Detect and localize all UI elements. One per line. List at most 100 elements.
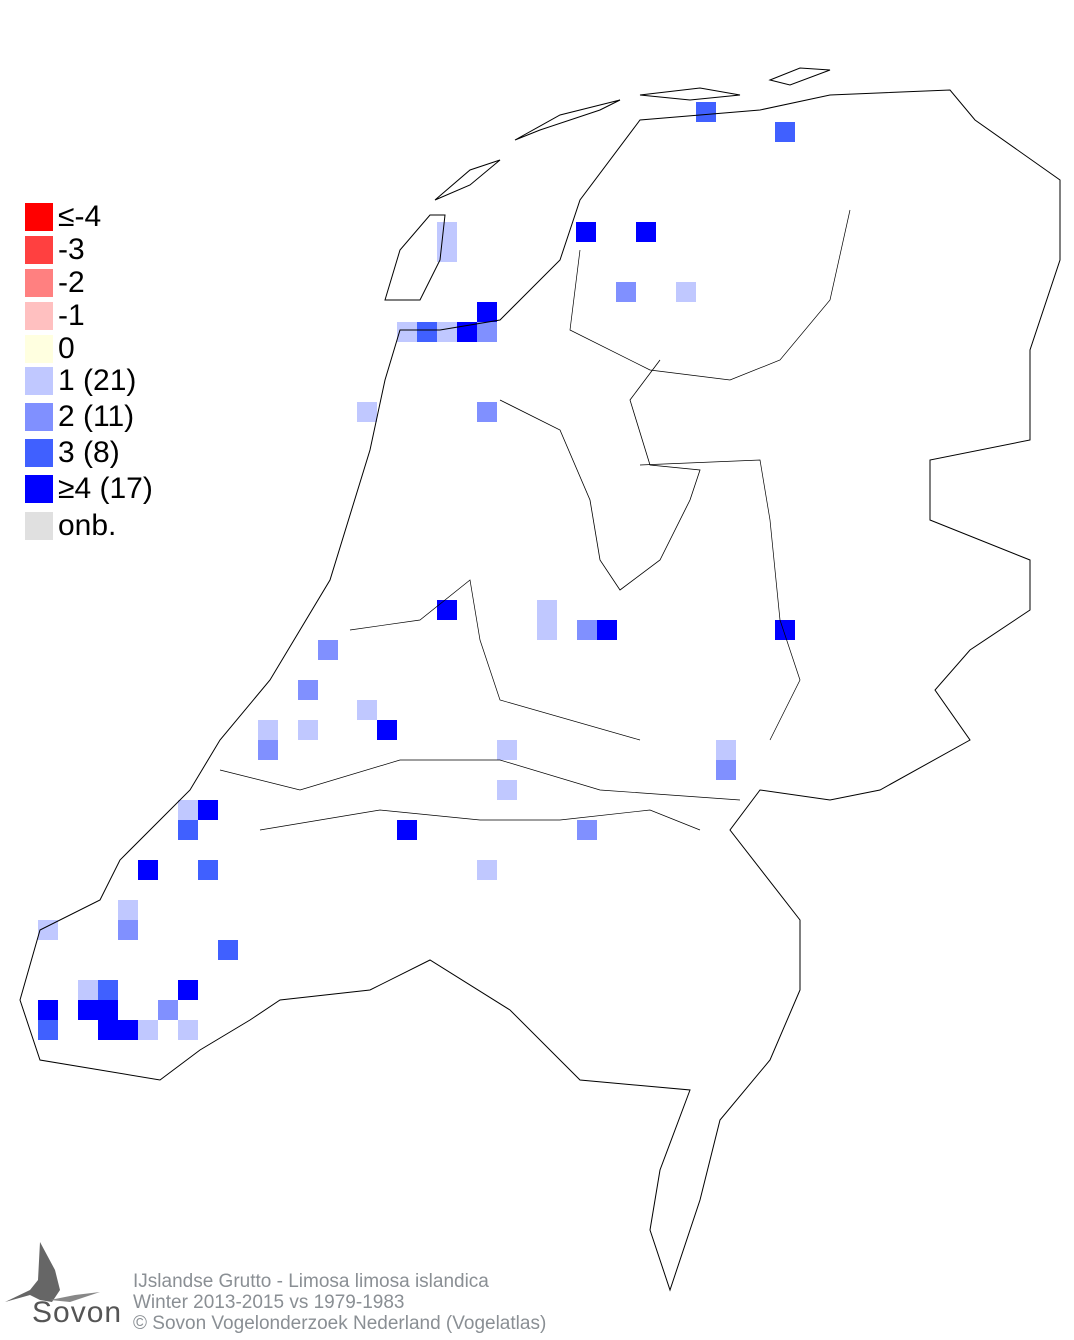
legend-label: ≥4 (17) xyxy=(58,472,153,505)
grid-cell xyxy=(98,1000,118,1020)
grid-cell xyxy=(158,1000,178,1020)
caption-period: Winter 2013-2015 vs 1979-1983 xyxy=(133,1292,405,1313)
legend-swatch xyxy=(25,439,53,467)
grid-cell xyxy=(716,760,736,780)
grid-cell xyxy=(258,720,278,740)
island-vlieland xyxy=(434,159,501,201)
grid-cell xyxy=(98,1020,118,1040)
grid-cell xyxy=(716,740,736,760)
legend-label: 0 xyxy=(58,332,75,365)
caption-species: IJslandse Grutto - Limosa limosa islandi… xyxy=(133,1271,489,1292)
grid-cell xyxy=(397,322,417,342)
legend-label: -3 xyxy=(58,233,85,266)
grid-cell xyxy=(696,102,716,122)
legend-item: -3 xyxy=(25,233,225,266)
grid-cell xyxy=(298,720,318,740)
grid-cell xyxy=(178,820,198,840)
grid-cell xyxy=(318,640,338,660)
grid-cell xyxy=(178,1020,198,1040)
grid-cell xyxy=(616,282,636,302)
grid-cell xyxy=(198,860,218,880)
island-schiermonnikoog xyxy=(768,67,831,86)
grid-cell xyxy=(397,820,417,840)
legend-swatch xyxy=(25,269,53,297)
grid-cell xyxy=(477,322,497,342)
grid-cell xyxy=(78,980,98,1000)
legend-label: 3 (8) xyxy=(58,436,120,469)
grid-cell xyxy=(477,860,497,880)
grid-cell xyxy=(118,920,138,940)
grid-cell xyxy=(577,820,597,840)
legend-label: 1 (21) xyxy=(58,364,137,397)
grid-cell xyxy=(357,700,377,720)
island-ameland xyxy=(639,87,741,101)
grid-cell xyxy=(377,720,397,740)
sovon-swallow-logo xyxy=(5,1242,100,1302)
grid-cell xyxy=(138,1020,158,1040)
grid-cell xyxy=(775,122,795,142)
legend-item: 2 (11) xyxy=(25,400,225,433)
ijsselmeer-shore xyxy=(499,359,701,591)
legend-item: 1 (21) xyxy=(25,364,225,397)
legend-label: -1 xyxy=(58,299,85,332)
legend-swatch xyxy=(25,403,53,431)
legend-label: onb. xyxy=(58,509,117,542)
legend-swatch xyxy=(25,512,53,540)
legend-swatch xyxy=(25,475,53,503)
grid-cell xyxy=(497,780,517,800)
legend-label: 2 (11) xyxy=(58,400,135,433)
grid-cell xyxy=(537,600,557,620)
grid-cell xyxy=(477,402,497,422)
legend-item: 0 xyxy=(25,332,225,365)
grid-cell xyxy=(118,900,138,920)
grid-cell xyxy=(477,302,497,322)
logo-text: Sovon xyxy=(32,1296,123,1329)
map-caption: IJslandse Grutto - Limosa limosa islandi… xyxy=(133,1271,546,1334)
legend-label: ≤-4 xyxy=(58,200,102,233)
legend-swatch xyxy=(25,335,53,363)
legend-item: 3 (8) xyxy=(25,436,225,469)
legend-swatch xyxy=(25,236,53,264)
grid-cell xyxy=(577,620,597,640)
grid-cell xyxy=(198,800,218,820)
caption-copyright: © Sovon Vogelonderzoek Nederland (Vogela… xyxy=(133,1313,547,1334)
grid-cell xyxy=(178,980,198,1000)
grid-cell xyxy=(298,680,318,700)
legend-item: ≤-4 xyxy=(25,200,225,233)
island-texel xyxy=(384,214,446,301)
legend-item: -2 xyxy=(25,266,225,299)
grid-cell xyxy=(78,1000,98,1020)
legend-swatch xyxy=(25,203,53,231)
grid-cell xyxy=(437,242,457,262)
legend-item: onb. xyxy=(25,509,225,542)
island-terschelling xyxy=(514,99,621,141)
grid-cell xyxy=(676,282,696,302)
legend-item: -1 xyxy=(25,299,225,332)
grid-cell xyxy=(138,860,158,880)
grid-cell xyxy=(576,222,596,242)
grid-cell xyxy=(258,740,278,760)
grid-cell xyxy=(537,620,557,640)
grid-cell xyxy=(38,1000,58,1020)
legend-swatch xyxy=(25,367,53,395)
country-outline xyxy=(19,89,1061,1292)
legend-label: -2 xyxy=(58,266,85,299)
grid-cell xyxy=(357,402,377,422)
grid-cell xyxy=(437,222,457,242)
grid-cell xyxy=(437,600,457,620)
grid-cell xyxy=(636,222,656,242)
grid-cell xyxy=(597,620,617,640)
grid-cell xyxy=(457,322,477,342)
grid-cell xyxy=(497,740,517,760)
grid-cell xyxy=(437,322,457,342)
legend-item: ≥4 (17) xyxy=(25,472,225,505)
grid-cell xyxy=(38,1020,58,1040)
legend-swatch xyxy=(25,302,53,330)
grid-cell xyxy=(218,940,238,960)
grid-cell xyxy=(775,620,795,640)
province-borders xyxy=(219,209,851,831)
grid-cell xyxy=(38,920,58,940)
grid-cell xyxy=(118,1020,138,1040)
grid-cell xyxy=(417,322,437,342)
